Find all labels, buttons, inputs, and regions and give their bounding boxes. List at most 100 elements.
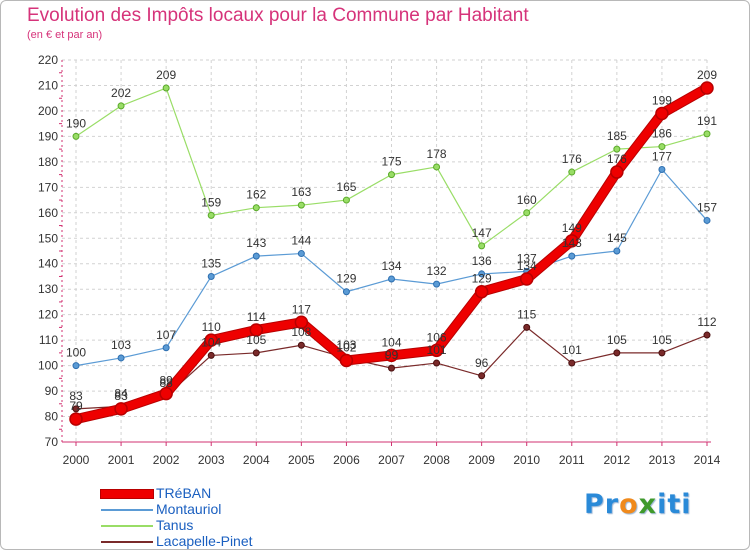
point-montauriol-2012	[613, 247, 621, 255]
y-tick-label-130: 130	[38, 282, 58, 296]
point-montauriol-2013	[658, 166, 666, 174]
data-label-montauriol-2001: 103	[111, 338, 131, 352]
legend-label-montauriol: Montauriol	[156, 501, 222, 517]
data-label-tr-ban-2001: 83	[114, 389, 128, 403]
data-label-tr-ban-2011: 149	[562, 221, 582, 235]
data-label-tanus-2007: 175	[381, 155, 401, 169]
legend-label-tanus: Tanus	[156, 517, 194, 533]
point-montauriol-2011	[568, 252, 576, 260]
chart-title: Evolution des Impôts locaux pour la Comm…	[27, 5, 529, 26]
y-tick-label-210: 210	[38, 78, 58, 92]
x-tick-label-2006: 2006	[333, 453, 360, 467]
y-tick-label-120: 120	[38, 308, 58, 322]
x-tick-label-2014: 2014	[694, 453, 721, 467]
point-tr-ban-2003	[204, 333, 218, 347]
x-tick-label-2005: 2005	[288, 453, 315, 467]
y-tick-label-110: 110	[39, 333, 58, 347]
data-label-tanus-2009: 147	[472, 226, 492, 240]
x-tick-label-2012: 2012	[604, 453, 631, 467]
point-lacapelle-pinet-2008	[433, 359, 441, 367]
data-label-montauriol-2007: 134	[381, 259, 401, 273]
y-tick-label-190: 190	[38, 129, 58, 143]
data-label-montauriol-2010: 137	[517, 251, 537, 265]
point-montauriol-2009	[478, 270, 486, 278]
y-tick-label-180: 180	[38, 155, 58, 169]
data-label-lacapelle-pinet-2009: 96	[475, 356, 489, 370]
data-label-lacapelle-pinet-2011: 101	[562, 343, 582, 357]
y-tick-label-170: 170	[38, 180, 58, 194]
legend-item-lacapelle-pinet: Lacapelle-Pinet	[101, 533, 401, 549]
point-tanus-2014	[703, 130, 711, 138]
point-tr-ban-2002	[159, 386, 173, 401]
point-lacapelle-pinet-2004	[252, 349, 260, 357]
data-label-tanus-2003: 159	[201, 195, 221, 209]
point-montauriol-2005	[297, 250, 305, 258]
point-lacapelle-pinet-2005	[297, 341, 305, 349]
y-tick-label-200: 200	[38, 104, 58, 118]
point-montauriol-2001	[117, 354, 125, 362]
data-label-lacapelle-pinet-2012: 105	[607, 333, 627, 347]
point-lacapelle-pinet-2011	[568, 359, 576, 367]
point-tanus-2013	[658, 143, 666, 151]
data-label-tanus-2014: 191	[697, 114, 717, 128]
data-label-lacapelle-pinet-2008: 101	[427, 343, 447, 357]
x-tick-label-2002: 2002	[153, 453, 180, 467]
y-tick-label-70: 70	[45, 435, 59, 449]
y-tick-label-220: 220	[38, 53, 58, 67]
point-lacapelle-pinet-2010	[523, 323, 531, 331]
point-tr-ban-2006	[339, 353, 354, 368]
x-tick-label-2003: 2003	[198, 453, 225, 467]
point-tanus-2010	[523, 209, 531, 217]
data-label-lacapelle-pinet-2010: 115	[517, 307, 536, 321]
point-lacapelle-pinet-2000	[72, 405, 80, 413]
data-label-tr-ban-2006: 102	[336, 341, 356, 355]
data-label-montauriol-2005: 144	[291, 234, 311, 248]
x-tick-label-2011: 2011	[559, 453, 585, 467]
data-label-lacapelle-pinet-2003: 104	[201, 335, 221, 349]
data-label-lacapelle-pinet-2001: 84	[114, 386, 128, 400]
data-label-tanus-2002: 209	[156, 68, 176, 82]
x-tick-label-2009: 2009	[468, 453, 495, 467]
point-tanus-2006	[342, 196, 350, 204]
data-label-tanus-2005: 163	[291, 185, 311, 199]
legend-item-tr-ban: TRéBAN	[101, 485, 401, 502]
series-lines	[69, 81, 714, 426]
point-montauriol-2008	[433, 280, 441, 288]
x-tick-label-2004: 2004	[243, 453, 270, 467]
point-tr-ban-2004	[249, 323, 264, 337]
point-lacapelle-pinet-2014	[703, 331, 711, 339]
data-label-tr-ban-2008: 106	[427, 330, 447, 344]
point-tr-ban-2013	[655, 106, 669, 121]
data-label-montauriol-2004: 143	[246, 236, 266, 250]
y-tick-label-160: 160	[38, 206, 58, 220]
x-tick-label-2013: 2013	[649, 453, 676, 467]
data-label-tr-ban-2007: 104	[381, 335, 401, 349]
point-montauriol-2006	[342, 288, 350, 296]
y-tick-label-150: 150	[38, 231, 58, 245]
data-label-montauriol-2012: 145	[607, 231, 627, 245]
y-tick-label-140: 140	[38, 257, 58, 271]
data-label-tanus-2010: 160	[517, 193, 537, 207]
point-tanus-2005	[297, 201, 305, 209]
y-tick-label-90: 90	[45, 384, 59, 398]
data-label-montauriol-2000: 100	[66, 346, 86, 360]
data-label-lacapelle-pinet-2006: 103	[336, 338, 356, 352]
logo-part-4: iti	[657, 489, 692, 520]
legend-item-montauriol: Montauriol	[101, 501, 401, 518]
chart-subtitle: (en € et par an)	[27, 29, 103, 41]
data-label-lacapelle-pinet-2014: 112	[697, 315, 716, 329]
data-label-montauriol-2011: 143	[562, 236, 582, 250]
data-label-tr-ban-2003: 110	[202, 320, 221, 334]
legend-label-tr-ban: TRéBAN	[156, 485, 212, 501]
legend: TRéBAN Montauriol Tanus Lacapelle-Pinet	[101, 485, 401, 549]
point-tanus-2007	[388, 171, 395, 179]
legend-swatch-montauriol	[101, 509, 153, 511]
data-label-lacapelle-pinet-2004: 105	[246, 333, 266, 347]
point-lacapelle-pinet-2009	[478, 372, 486, 380]
legend-item-tanus: Tanus	[101, 517, 401, 534]
point-tanus-2001	[117, 102, 125, 110]
data-label-tr-ban-2012: 176	[607, 152, 627, 166]
logo-part-2: o	[619, 489, 639, 520]
point-montauriol-2000	[72, 362, 80, 370]
x-tick-label-2000: 2000	[63, 453, 90, 467]
